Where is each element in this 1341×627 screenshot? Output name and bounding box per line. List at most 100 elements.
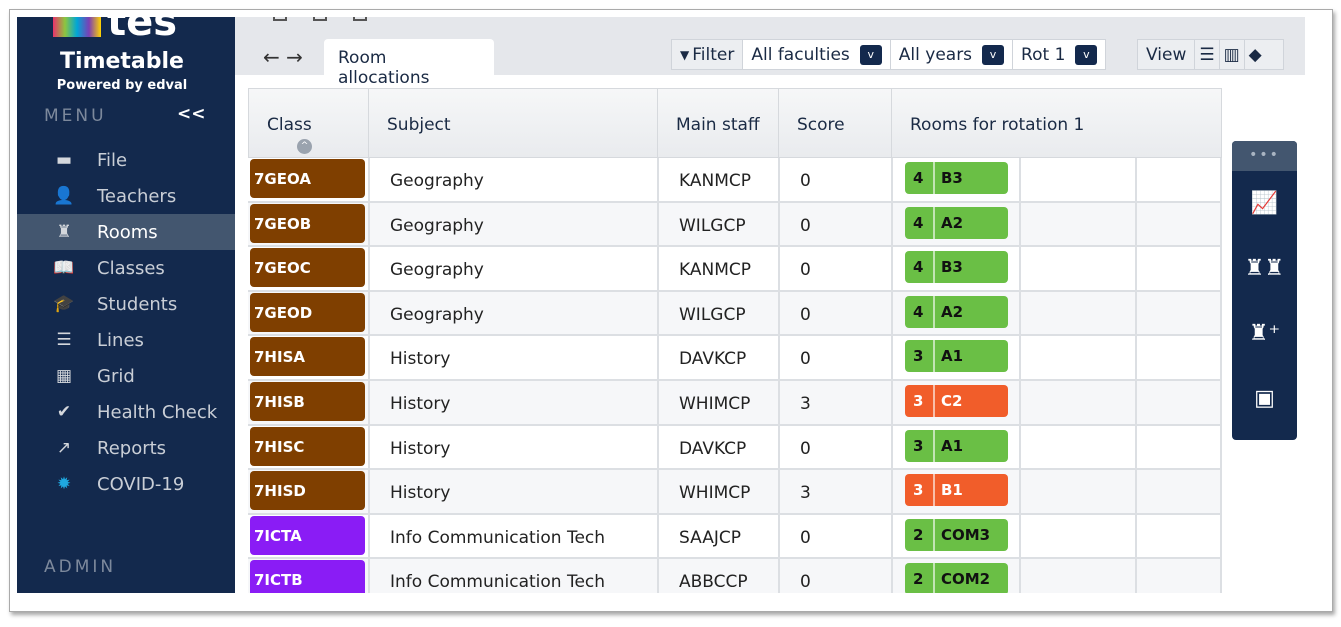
room-badge[interactable]: 3 C2: [905, 385, 1008, 417]
header-class[interactable]: Class ^: [248, 88, 368, 158]
header-label: Class: [267, 115, 312, 135]
sidebar-item-students[interactable]: 🎓 Students: [17, 286, 235, 322]
room-badge[interactable]: 3 A1: [905, 340, 1008, 373]
person-icon: 👤: [53, 186, 75, 206]
faculty-select[interactable]: All faculties v: [743, 40, 891, 69]
sidebar-item-classes[interactable]: 📖 Classes: [17, 250, 235, 286]
menu-heading: MENU: [44, 106, 107, 126]
room-cell-empty: [1019, 381, 1135, 424]
score-cell: 3: [778, 381, 891, 424]
sidebar-item-grid[interactable]: ▦ Grid: [17, 358, 235, 394]
panel-handle[interactable]: •••: [1232, 141, 1297, 171]
header-main-staff[interactable]: Main staff: [657, 88, 778, 158]
sidebar-item-rooms[interactable]: ♜ Rooms: [17, 214, 235, 250]
toolbar-icon[interactable]: [313, 17, 327, 21]
room-cell-empty: [1135, 514, 1222, 558]
class-badge[interactable]: 7HISB: [250, 382, 365, 421]
table-row[interactable]: 7HISC History DAVKCP 0 3 A1: [248, 425, 1222, 471]
tab-room-allocations[interactable]: Room allocations: [324, 39, 494, 88]
class-badge[interactable]: 7ICTB: [250, 560, 365, 593]
room-badge[interactable]: 2 COM2: [905, 563, 1008, 593]
filter-icon: ▼: [680, 47, 690, 62]
feedback-icon[interactable]: ▣: [1254, 386, 1275, 411]
class-badge[interactable]: 7HISD: [250, 471, 365, 511]
periods-count: 2: [905, 518, 935, 551]
table-row[interactable]: 7HISB History WHIMCP 3 3 C2: [248, 381, 1222, 426]
table-row[interactable]: 7ICTA Info Communication Tech SAAJCP 0 2 COM3: [248, 514, 1222, 560]
collapse-sidebar-button[interactable]: <<: [177, 104, 206, 124]
sort-asc-icon[interactable]: ^: [297, 139, 312, 154]
class-badge[interactable]: 7GEOD: [250, 292, 365, 332]
class-badge[interactable]: 7ICTA: [250, 515, 365, 555]
score-cell: 0: [778, 202, 891, 246]
staff-cell: ABBCCP: [657, 559, 778, 593]
class-badge[interactable]: 7GEOC: [250, 248, 365, 288]
header-subject[interactable]: Subject: [368, 88, 657, 158]
periods-count: 3: [905, 340, 935, 373]
table-row[interactable]: 7ICTB Info Communication Tech ABBCCP 0 2 COM2: [248, 559, 1222, 593]
room-cell-empty: [1135, 202, 1222, 246]
rotation-value: Rot 1: [1021, 44, 1066, 65]
table-row[interactable]: 7GEOC Geography KANMCP 0 4 B3: [248, 247, 1222, 292]
room-cell-empty: [1019, 425, 1135, 469]
list-view-icon[interactable]: ☰: [1195, 40, 1220, 69]
room-cell-empty: [1019, 202, 1135, 246]
swap-rooms-icon[interactable]: ♜♜: [1244, 256, 1285, 281]
room-badge[interactable]: 4 A2: [905, 206, 1008, 239]
table-row[interactable]: 7HISD History WHIMCP 3 3 B1: [248, 470, 1222, 515]
folder-icon: ▬: [55, 150, 73, 170]
sidebar-item-health-check[interactable]: ✔ Health Check: [17, 394, 235, 430]
room-cell-empty: [1135, 381, 1222, 424]
score-cell: 0: [778, 291, 891, 335]
sidebar-item-label: Teachers: [97, 185, 177, 207]
toolbar-icon[interactable]: [353, 17, 367, 21]
sidebar-item-teachers[interactable]: 👤 Teachers: [17, 178, 235, 214]
admin-heading: ADMIN: [44, 557, 117, 577]
header-rooms[interactable]: Rooms for rotation 1: [891, 88, 1222, 158]
room-badge[interactable]: 2 COM3: [905, 518, 1008, 551]
chart-icon[interactable]: 📈: [1250, 191, 1279, 216]
room-badge[interactable]: 4 A2: [905, 295, 1008, 328]
room-badge[interactable]: 3 A1: [905, 429, 1008, 462]
rotation-select[interactable]: Rot 1 v: [1013, 40, 1105, 69]
room-badge[interactable]: 4 B3: [905, 162, 1008, 194]
periods-count: 2: [905, 563, 935, 593]
table-row[interactable]: 7GEOB Geography WILGCP 0 4 A2: [248, 202, 1222, 248]
forward-arrow-icon[interactable]: →: [286, 45, 303, 69]
help-icon[interactable]: ◆: [1248, 44, 1262, 65]
sidebar-item-label: Reports: [97, 437, 167, 459]
room-badge[interactable]: 4 B3: [905, 251, 1008, 284]
periods-count: 3: [905, 385, 935, 417]
years-select[interactable]: All years v: [891, 40, 1014, 69]
right-action-panel: ••• 📈 ♜♜ ♜⁺ ▣: [1232, 141, 1297, 440]
top-toolbar: ← → Room allocations ▼ Filter All faculti…: [235, 17, 1305, 88]
header-score[interactable]: Score: [778, 88, 891, 158]
class-badge[interactable]: 7GEOA: [250, 159, 365, 198]
back-arrow-icon[interactable]: ←: [263, 45, 280, 69]
sidebar-item-lines[interactable]: ☰ Lines: [17, 322, 235, 358]
class-badge[interactable]: 7GEOB: [250, 203, 365, 243]
class-badge[interactable]: 7HISA: [250, 337, 365, 377]
room-cell-empty: [1135, 559, 1222, 593]
filter-button[interactable]: ▼ Filter: [672, 40, 744, 69]
room-badge[interactable]: 3 B1: [905, 474, 1008, 507]
table-row[interactable]: 7HISA History DAVKCP 0 3 A1: [248, 336, 1222, 381]
main-area: ← → Room allocations ▼ Filter All faculti…: [235, 17, 1305, 593]
sidebar: tes Timetable Powered by edval MENU << ▬…: [17, 17, 235, 593]
sidebar-item-label: Lines: [97, 329, 144, 351]
room-cell: 4 A2: [891, 291, 1019, 335]
class-badge[interactable]: 7HISC: [250, 426, 365, 466]
chair-icon: ♜: [56, 222, 72, 242]
add-room-icon[interactable]: ♜⁺: [1248, 321, 1281, 346]
room-cell-empty: [1019, 336, 1135, 379]
table-row[interactable]: 7GEOD Geography WILGCP 0 4 A2: [248, 291, 1222, 337]
sidebar-item-reports[interactable]: ↗ Reports: [17, 430, 235, 466]
table-view-icon[interactable]: ▥: [1220, 40, 1245, 69]
table-row[interactable]: 7GEOA Geography KANMCP 0 4 B3: [248, 158, 1222, 203]
periods-count: 3: [905, 474, 935, 507]
score-cell: 0: [778, 425, 891, 469]
toolbar-icon[interactable]: [273, 17, 287, 21]
sidebar-item-covid-19[interactable]: ✹ COVID-19: [17, 466, 235, 502]
room-cell: 2 COM2: [891, 559, 1019, 593]
sidebar-item-file[interactable]: ▬ File: [17, 142, 235, 178]
